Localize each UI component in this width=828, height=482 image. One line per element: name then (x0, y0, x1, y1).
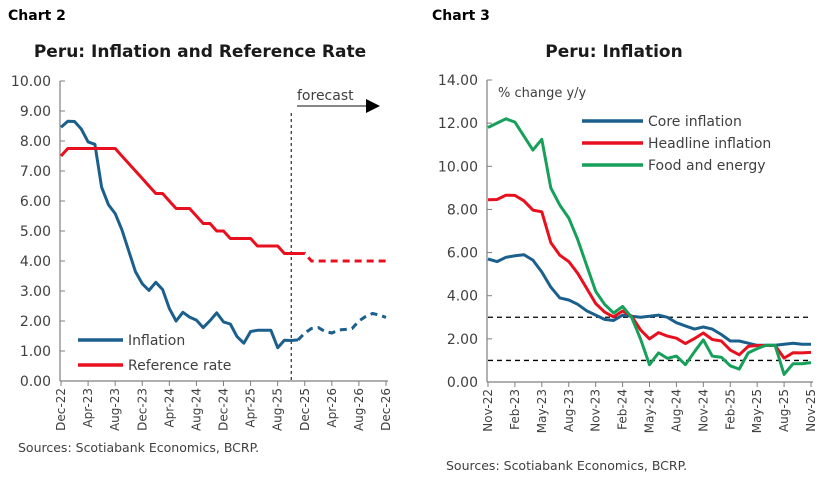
chart3-series-headline-inflation-line (487, 193, 812, 360)
chart2-x-tick-label: Dec-26 (379, 388, 393, 431)
chart3-y-tick-label: 4.00 (447, 289, 478, 305)
chart2-y-tick-label: 0.00 (20, 374, 51, 390)
chart2-y-tick-label: 10.00 (11, 74, 51, 90)
chart3-x-tick-label: Nov-25 (804, 389, 818, 432)
chart3-x-tick-label: Nov-24 (696, 389, 710, 432)
chart2-y-tick-label: 5.00 (20, 224, 51, 240)
chart3-series-food-and-energy-line (487, 117, 812, 376)
chart3-legend-label: Food and energy (648, 158, 766, 174)
chart2-x-tick-label: Dec-25 (298, 388, 312, 431)
chart2-legend-label: Inflation (128, 333, 185, 349)
chart3-y-tick-label: 2.00 (447, 332, 478, 348)
chart2-x-tick-label: Apr-23 (81, 388, 95, 428)
chart2-y-tick-label: 9.00 (20, 104, 51, 120)
chart3-x-tick-label: Aug-23 (562, 389, 576, 432)
chart3-y-tick-label: 0.00 (447, 375, 478, 391)
chart3-x-tick-label: Nov-23 (589, 389, 603, 432)
chart3-x-tick-label: Nov-22 (481, 389, 495, 432)
chart2-label: Chart 2 (8, 8, 66, 24)
chart2-y-tick-label: 8.00 (20, 134, 51, 150)
chart3-title: Peru: Inflation (545, 42, 683, 62)
chart2-series-inflation-line (60, 119, 299, 350)
chart2-legend-label: Reference rate (128, 358, 231, 374)
chart2-y-tick-label: 2.00 (20, 314, 51, 330)
chart3-x-tick-label: Feb-25 (723, 389, 737, 430)
chart2-x-tick-label: Apr-25 (244, 388, 258, 428)
chart3-x-tick-label: May-25 (750, 389, 764, 433)
chart3-x-tick-label: Feb-23 (508, 389, 522, 430)
chart2-series-reference-rate-line (59, 147, 298, 255)
chart3-y-tick-label: 14.00 (438, 73, 478, 89)
chart3-source: Sources: Scotiabank Economics, BCRP. (446, 458, 688, 473)
chart3-x-tick-label: May-24 (643, 389, 657, 433)
chart2-x-tick-label: Dec-22 (54, 388, 68, 431)
chart2-x-tick-label: Dec-24 (217, 388, 231, 431)
chart2-x-tick-label: Apr-24 (162, 388, 176, 428)
chart2-series-reference-rate-forecast-line (298, 252, 386, 263)
chart2-forecast-label: forecast (297, 88, 354, 104)
chart2-y-tick-label: 3.00 (20, 284, 51, 300)
chart2-source: Sources: Scotiabank Economics, BCRP. (18, 440, 260, 455)
chart3-legend-label: Core inflation (648, 114, 742, 130)
chart3-y-tick-label: 10.00 (438, 159, 478, 175)
chart3-x-tick-label: May-23 (535, 389, 549, 433)
chart3-label: Chart 3 (432, 8, 490, 24)
chart2-x-tick-label: Aug-23 (108, 388, 122, 431)
chart3-series-core-inflation-line (487, 253, 811, 347)
chart2-y-tick-label: 6.00 (20, 194, 51, 210)
chart3-y-tick-label: 12.00 (438, 116, 478, 132)
chart3-x-tick-label: Aug-24 (669, 389, 683, 432)
chart3-y-unit-label: % change y/y (498, 86, 587, 101)
chart3-legend-label: Headline inflation (648, 136, 771, 152)
chart2-x-tick-label: Aug-25 (271, 388, 285, 431)
chart2-x-tick-label: Apr-26 (325, 388, 339, 428)
chart2-y-tick-label: 4.00 (20, 254, 51, 270)
chart2-forecast-arrow-icon (366, 99, 380, 113)
chart2-y-tick-label: 7.00 (20, 164, 51, 180)
chart3-y-tick-label: 8.00 (447, 202, 478, 218)
chart2-series-inflation-forecast-line (296, 311, 387, 341)
chart2-x-tick-label: Dec-23 (135, 388, 149, 431)
chart3-x-tick-label: Aug-25 (777, 389, 791, 432)
chart2-x-tick-label: Aug-26 (352, 388, 366, 431)
chart3-y-tick-label: 6.00 (447, 246, 478, 262)
chart2-x-tick-label: Aug-24 (189, 388, 203, 431)
chart3-x-tick-label: Feb-24 (616, 389, 630, 430)
chart2-y-tick-label: 1.00 (20, 344, 51, 360)
chart2-title: Peru: Inflation and Reference Rate (33, 42, 367, 62)
